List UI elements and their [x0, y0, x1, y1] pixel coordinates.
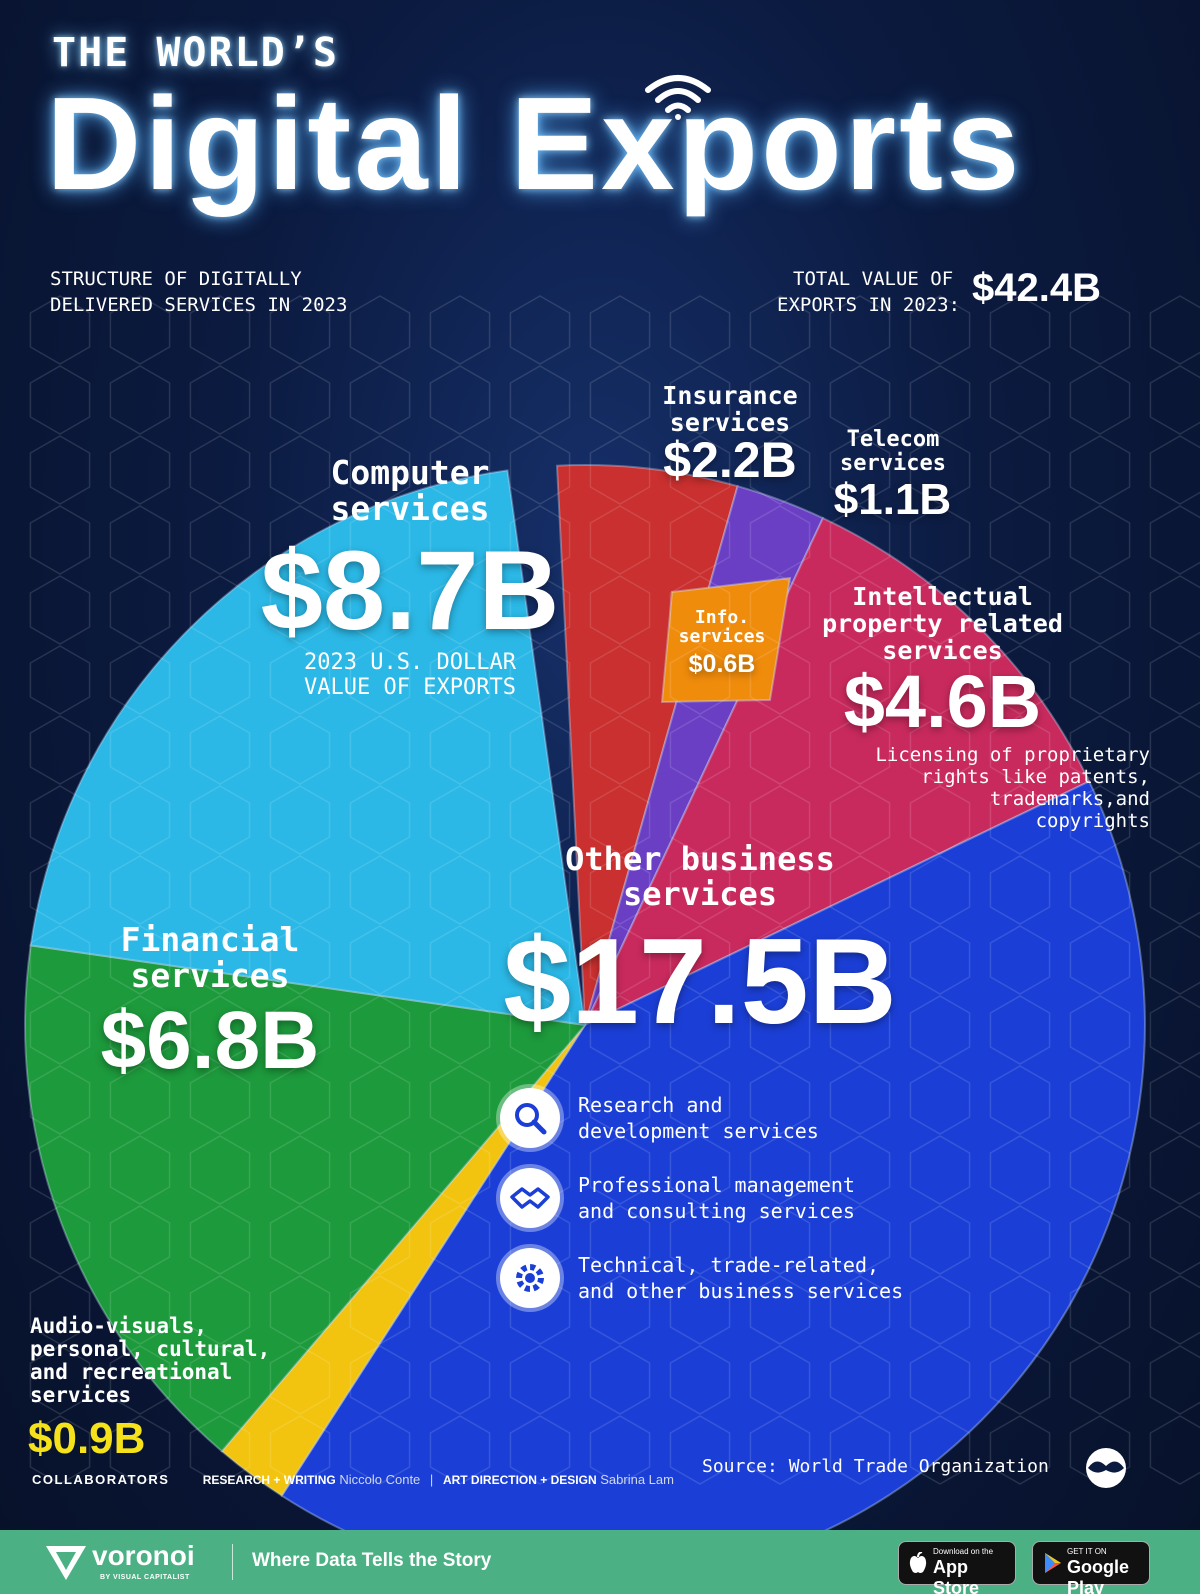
footer-bar: voronoi BY VISUAL CAPITALIST Where Data …	[0, 1530, 1200, 1594]
tagline: Where Data Tells the Story	[252, 1550, 492, 1571]
handshake-icon	[500, 1168, 560, 1228]
wifi-icon	[645, 75, 711, 120]
pie-slice-audio-visual	[220, 1024, 586, 1498]
ip-note: Licensing of proprietary rights like pat…	[875, 744, 1150, 832]
insurance-value: $2.2B	[663, 432, 797, 488]
google-play-icon	[1045, 1553, 1061, 1573]
title-top: THE WORLD’S	[52, 30, 339, 76]
hex-grid-overlay	[29, 295, 1200, 1485]
other-business-item-text: Technical, trade-related, and other busi…	[578, 1253, 904, 1303]
computer-label: Computer services	[330, 453, 490, 528]
telecom-label: Telecom services	[840, 427, 946, 476]
pie-slice-computer	[29, 469, 587, 1027]
subtitle-line1: STRUCTURE OF DIGITALLY	[50, 268, 302, 290]
voronoi-logo-icon	[46, 1546, 86, 1580]
subtitle-line2: DELIVERED SERVICES IN 2023	[50, 294, 348, 316]
title-main: Digital Exports	[46, 70, 1023, 217]
gear-icon	[500, 1248, 560, 1308]
computer-value: $8.7B	[260, 528, 560, 653]
other-business-label: Other business services	[565, 840, 835, 913]
financial-label: Financial services	[120, 920, 300, 995]
info-label: Info. services	[678, 607, 766, 648]
brand-sub: BY VISUAL CAPITALIST	[100, 1574, 190, 1581]
other-business-item: Professional management and consulting s…	[500, 1168, 938, 1228]
other-business-item: Technical, trade-related, and other busi…	[500, 1248, 938, 1308]
total-label-line1: TOTAL VALUE OF	[793, 268, 954, 290]
credits: COLLABORATORS RESEARCH + WRITING Niccolo…	[32, 1472, 674, 1487]
pie-slice-financial	[24, 944, 587, 1453]
other-business-item-text: Research and development services	[578, 1093, 819, 1143]
search-icon	[500, 1088, 560, 1148]
source-text: Source: World Trade Organization	[702, 1456, 1049, 1477]
pie-slice-intellectual-property	[582, 516, 1091, 1028]
ip-label: Intellectual property related services	[822, 582, 1063, 665]
telecom-value: $1.1B	[833, 475, 952, 524]
financial-value: $6.8B	[100, 995, 320, 1086]
audio-visual-label: Audio-visuals, personal, cultural, and r…	[30, 1314, 271, 1408]
app-store-button[interactable]: Download on the App Store	[898, 1541, 1016, 1594]
brand-name: voronoi	[92, 1540, 195, 1571]
total-label-line2: EXPORTS IN 2023:	[777, 294, 961, 316]
apple-icon	[909, 1552, 927, 1573]
ip-value: $4.6B	[843, 660, 1042, 743]
visual-capitalist-logo-icon	[1086, 1448, 1126, 1488]
google-play-button[interactable]: GET IT ON Google Play	[1032, 1541, 1150, 1594]
total-value: $42.4B	[972, 266, 1101, 310]
footer-divider	[232, 1544, 233, 1580]
pie-slice-info	[660, 576, 792, 704]
insurance-label: Insurance services	[662, 381, 798, 437]
other-business-value: $17.5B	[503, 913, 897, 1049]
other-business-item-text: Professional management and consulting s…	[578, 1173, 855, 1223]
other-business-item: Research and development services	[500, 1088, 938, 1148]
computer-note: 2023 U.S. DOLLAR VALUE OF EXPORTS	[304, 650, 516, 701]
info-value: $0.6B	[688, 650, 756, 678]
audio-visual-value: $0.9B	[28, 1414, 146, 1463]
